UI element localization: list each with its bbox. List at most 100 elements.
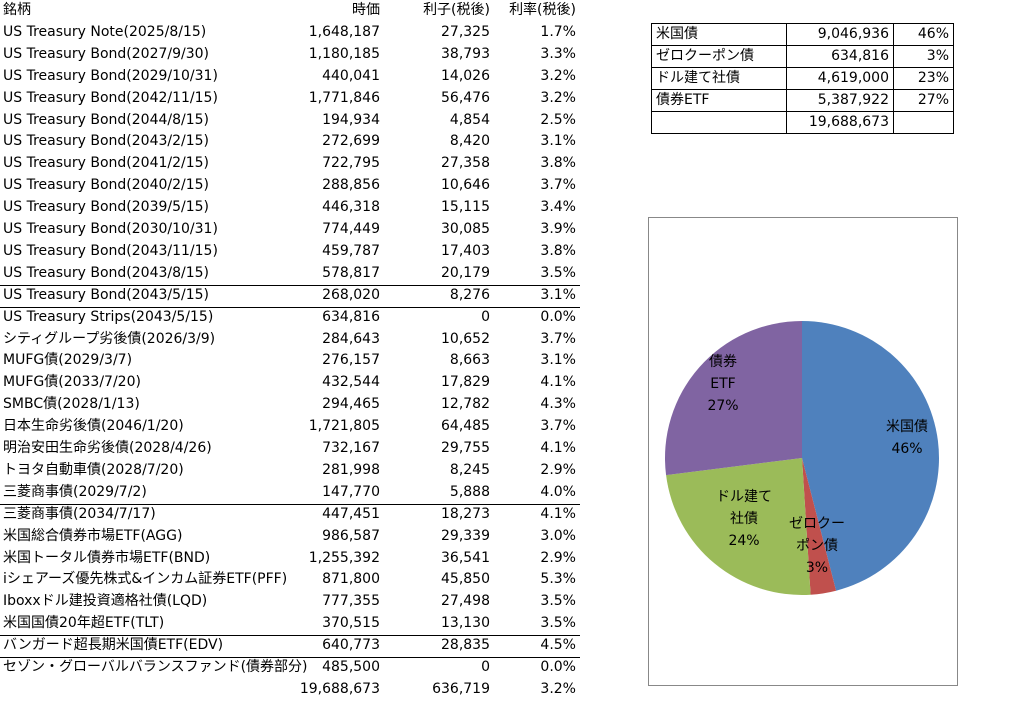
total-cell: 19,688,673 (299, 680, 380, 697)
table-cell: 4.5% (540, 637, 576, 654)
table-cell: 871,800 (322, 571, 380, 588)
table-cell: 1,721,805 (308, 418, 380, 435)
summary-cell: ドル建て社債 (651, 67, 787, 90)
table-cell: 29,339 (441, 527, 490, 544)
table-cell: 1,255,392 (308, 549, 380, 566)
table-cell: 17,829 (441, 374, 490, 391)
table-cell: バンガード超長期米国債ETF(EDV) (3, 637, 224, 654)
table-cell: 3.5% (540, 264, 576, 281)
table-cell: 272,699 (322, 133, 380, 150)
table-cell: 29,755 (441, 440, 490, 456)
table-cell: 10,652 (441, 330, 490, 347)
table-cell: US Treasury Bond(2043/11/15) (3, 242, 218, 259)
slice-label: 債券 ETF 27% (707, 351, 738, 417)
table-cell: US Treasury Bond(2027/9/30) (3, 45, 210, 62)
pie-chart-box: 米国債 46% ゼロクー ポン債 3% ドル建て 社債 24% 債券 ETF 27% (648, 217, 958, 686)
table-cell: 0.0% (540, 659, 576, 675)
table-cell: 194,934 (322, 111, 380, 128)
slice-value: 46% (891, 441, 923, 457)
table-cell: 3.1% (540, 133, 576, 150)
table-cell: US Treasury Bond(2043/2/15) (3, 133, 210, 150)
table-cell: 3.7% (540, 177, 576, 194)
table-cell: 27,358 (441, 155, 490, 172)
table-cell: 明治安田生命劣後債(2028/4/26) (3, 440, 212, 456)
summary-cell: 46% (893, 23, 954, 46)
table-cell: 281,998 (322, 461, 380, 478)
slice-category: 米国債 (886, 419, 928, 435)
table-cell: 0 (481, 659, 490, 675)
table-cell: US Treasury Bond(2041/2/15) (3, 155, 210, 172)
table-cell: 3.5% (540, 593, 576, 610)
table-cell: US Treasury Bond(2043/8/15) (3, 264, 210, 281)
column-header: 利子(税後) (423, 2, 490, 18)
slice-label: ドル建て 社債 24% (716, 486, 772, 552)
table-cell: iシェアーズ優先株式&インカム証券ETF(PFF) (3, 571, 288, 588)
table-cell: MUFG債(2029/3/7) (3, 352, 133, 369)
table-cell: 13,130 (441, 615, 490, 632)
table-cell: トヨタ自動車債(2028/7/20) (3, 461, 184, 478)
table-cell: 5,888 (449, 483, 490, 500)
table-cell: 15,115 (441, 199, 490, 216)
table-cell: 268,020 (322, 286, 380, 303)
table-cell: 0 (481, 308, 490, 325)
table-cell: 3.4% (540, 199, 576, 216)
table-cell: 3.0% (540, 527, 576, 544)
table-cell: 2.9% (540, 549, 576, 566)
table-cell: 36,541 (441, 549, 490, 566)
table-cell: US Treasury Bond(2040/2/15) (3, 177, 210, 194)
table-cell: 8,420 (449, 133, 490, 150)
pie-slice (802, 458, 837, 595)
table-cell: SMBC債(2028/1/13) (3, 396, 140, 413)
table-cell: 3.1% (540, 286, 576, 303)
table-cell: 3.7% (540, 330, 576, 347)
column-header: 利率(税後) (509, 2, 576, 18)
table-cell: 27,498 (441, 593, 490, 610)
column-header: 時価 (352, 2, 380, 18)
summary-cell: 5,387,922 (786, 89, 894, 112)
table-cell: US Treasury Note(2025/8/15) (3, 23, 207, 40)
table-cell: US Treasury Bond(2044/8/15) (3, 111, 210, 128)
table-cell: 18,273 (441, 505, 490, 522)
table-cell: 4.1% (540, 374, 576, 391)
slice-value: 27% (707, 398, 739, 414)
table-cell: 3.7% (540, 418, 576, 435)
table-cell: 27,325 (441, 23, 490, 40)
table-cell: 14,026 (441, 67, 490, 84)
table-cell: 17,403 (441, 242, 490, 259)
summary-cell (893, 111, 954, 134)
table-cell: 米国国債20年超ETF(TLT) (3, 615, 165, 632)
table-cell: 732,167 (322, 440, 380, 456)
pie-slice (802, 321, 939, 591)
table-cell: 45,850 (441, 571, 490, 588)
table-cell: 459,787 (322, 242, 380, 259)
table-cell: 447,451 (322, 505, 380, 522)
table-cell: 3.2% (540, 67, 576, 84)
table-cell: 3.5% (540, 615, 576, 632)
table-cell: 294,465 (322, 396, 380, 413)
table-cell: 1,771,846 (308, 89, 380, 106)
table-cell: 2.9% (540, 461, 576, 478)
table-cell: 56,476 (441, 89, 490, 106)
table-cell: 3.8% (540, 242, 576, 259)
row-separator (0, 306, 580, 308)
table-cell: 288,856 (322, 177, 380, 194)
table-cell: 1,648,187 (308, 23, 380, 40)
summary-cell: 3% (893, 45, 954, 68)
table-cell: 28,835 (441, 637, 490, 654)
table-cell: 370,515 (322, 615, 380, 632)
total-cell: 3.2% (540, 680, 576, 697)
summary-cell (651, 111, 787, 134)
summary-cell: 米国債 (651, 23, 787, 46)
slice-category: ドル建て 社債 (716, 489, 772, 527)
slice-category: ゼロクー ポン債 (789, 516, 845, 554)
table-cell: 578,817 (322, 264, 380, 281)
summary-cell: 4,619,000 (786, 67, 894, 90)
table-cell: 30,085 (441, 221, 490, 237)
table-cell: 米国トータル債券市場ETF(BND) (3, 549, 211, 566)
table-cell: 722,795 (322, 155, 380, 172)
table-cell: 634,816 (322, 308, 380, 325)
table-cell: MUFG債(2033/7/20) (3, 374, 141, 391)
table-cell: 10,646 (441, 177, 490, 194)
table-cell: 485,500 (322, 659, 380, 675)
summary-cell: 19,688,673 (786, 111, 894, 134)
